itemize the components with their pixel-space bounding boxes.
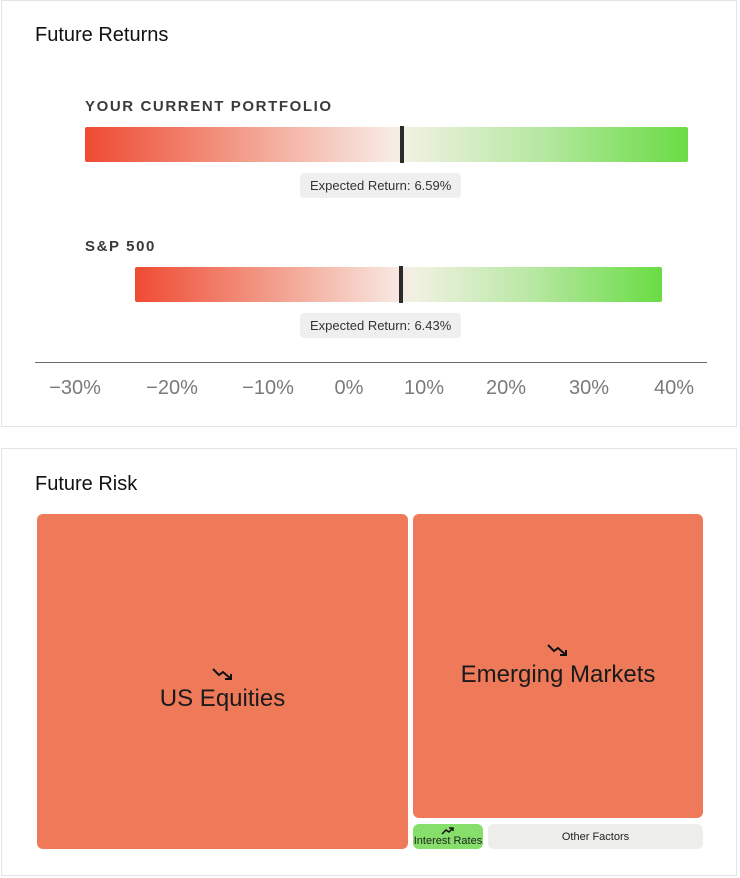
expected-return-value: 6.43% bbox=[414, 318, 452, 333]
tile-label: Emerging Markets bbox=[460, 661, 656, 688]
axis-tick: −20% bbox=[146, 377, 198, 399]
axis-tick: 20% bbox=[485, 377, 527, 399]
tile-label: Other Factors bbox=[561, 830, 630, 843]
tile-label: US Equities bbox=[159, 684, 286, 712]
axis-tick: 10% bbox=[403, 377, 445, 399]
trending-down-icon bbox=[547, 644, 567, 656]
future-returns-title: Future Returns bbox=[35, 24, 169, 46]
axis-tick: 30% bbox=[568, 377, 610, 399]
future-returns-card: Future Returns YOUR CURRENT PORTFOLIO Ex… bbox=[1, 0, 737, 427]
sp500-expected-marker bbox=[399, 266, 403, 303]
axis-tick: 0% bbox=[334, 377, 364, 399]
axis-tick: −30% bbox=[49, 377, 101, 399]
axis-tick: 40% bbox=[653, 377, 695, 399]
portfolio-expected-return-badge: Expected Return: 6.59% bbox=[300, 173, 462, 198]
expected-return-label: Expected Return: bbox=[310, 178, 411, 193]
trending-down-icon bbox=[211, 667, 232, 680]
portfolio-return-bar[interactable] bbox=[85, 126, 688, 163]
axis-tick: −10% bbox=[242, 377, 294, 399]
future-risk-card: Future Risk US Equities Emerging Markets bbox=[1, 448, 737, 876]
tile-interest-rates[interactable]: Interest Rates bbox=[413, 824, 483, 849]
future-risk-title: Future Risk bbox=[35, 473, 138, 495]
expected-return-value: 6.59% bbox=[414, 178, 452, 193]
sp500-expected-return-badge: Expected Return: 6.43% bbox=[300, 313, 462, 338]
return-axis-line bbox=[35, 362, 707, 363]
tile-emerging-markets[interactable]: Emerging Markets bbox=[413, 514, 703, 818]
trending-up-icon bbox=[441, 826, 454, 835]
portfolio-expected-marker bbox=[400, 126, 404, 163]
tile-label: Interest Rates bbox=[413, 834, 483, 847]
portfolio-label: YOUR CURRENT PORTFOLIO bbox=[85, 98, 333, 115]
tile-us-equities[interactable]: US Equities bbox=[37, 514, 408, 849]
sp500-return-bar[interactable] bbox=[135, 266, 662, 303]
tile-other-factors[interactable]: Other Factors bbox=[488, 824, 703, 849]
expected-return-label: Expected Return: bbox=[310, 318, 411, 333]
sp500-label: S&P 500 bbox=[85, 238, 156, 255]
